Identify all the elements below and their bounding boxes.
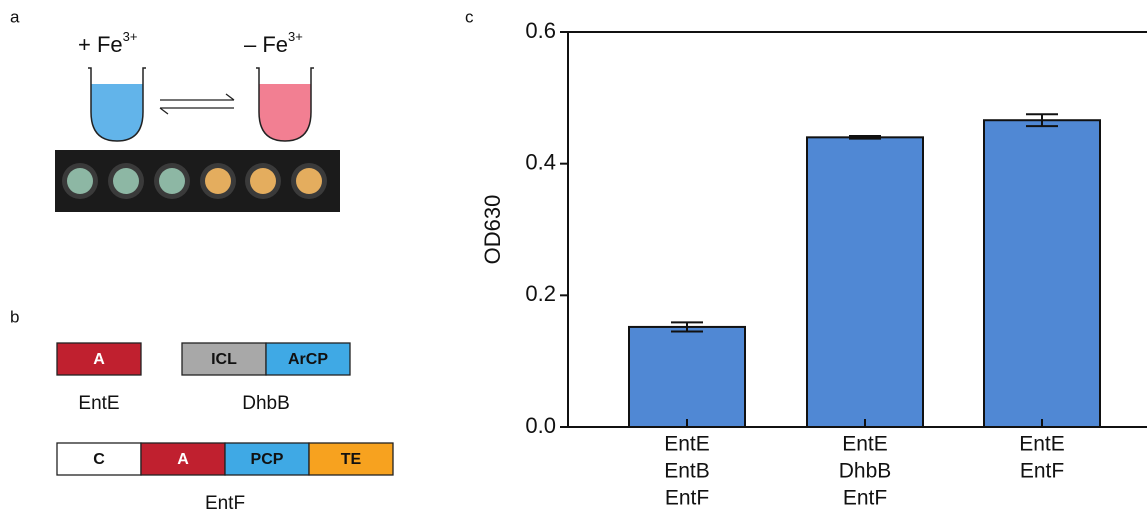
x-tick-label: EntE bbox=[664, 433, 710, 456]
panel-label: b bbox=[10, 307, 19, 326]
condition-label: – Fe3+ bbox=[244, 29, 303, 56]
x-tick-label: EntF bbox=[665, 487, 709, 510]
bar bbox=[629, 327, 745, 427]
condition-text: – Fe bbox=[244, 32, 288, 57]
y-axis-label: OD630 bbox=[480, 195, 505, 265]
x-tick-label: EntE bbox=[1019, 433, 1065, 456]
enzyme-name: EntE bbox=[78, 393, 119, 414]
y-tick-label: 0.0 bbox=[525, 413, 556, 438]
equilibrium-arrows bbox=[160, 94, 234, 114]
domain-diagram: A EntE ICL ArCP DhbB C A PCP TE EntF bbox=[57, 343, 393, 514]
tube bbox=[256, 68, 314, 141]
domain-label: ICL bbox=[211, 351, 237, 368]
x-tick-label: DhbB bbox=[839, 460, 892, 483]
x-tick-label: EntF bbox=[1020, 460, 1064, 483]
domain-label: ArCP bbox=[288, 351, 328, 368]
bar bbox=[984, 120, 1100, 427]
y-tick-label: 0.6 bbox=[525, 18, 556, 43]
bar-chart: 0.0 0.2 0.4 0.6 OD630 EntE EntB EntF EntE DhbB Ent… bbox=[480, 18, 1147, 510]
x-tick-label: EntB bbox=[664, 460, 710, 483]
superscript: 3+ bbox=[123, 29, 138, 44]
enzyme-name: EntF bbox=[205, 493, 245, 514]
condition-label: + Fe3+ bbox=[78, 29, 137, 56]
domain-label: A bbox=[177, 451, 189, 468]
domain-label: A bbox=[93, 351, 105, 368]
domain-label: C bbox=[93, 451, 105, 468]
domain-label: PCP bbox=[251, 451, 284, 468]
well-plate bbox=[55, 150, 340, 212]
x-tick-label: EntF bbox=[843, 487, 887, 510]
panel-label: c bbox=[465, 7, 474, 26]
y-tick-label: 0.4 bbox=[525, 149, 556, 174]
x-tick-label: EntE bbox=[842, 433, 888, 456]
superscript: 3+ bbox=[288, 29, 303, 44]
condition-text: + Fe bbox=[78, 32, 123, 57]
panel-label: a bbox=[10, 7, 20, 26]
y-tick-label: 0.2 bbox=[525, 281, 556, 306]
figure: a + Fe3+ – Fe3+ b AEntEICLArCPDhbBCAPCPT… bbox=[0, 0, 1148, 527]
enzyme-name: DhbB bbox=[242, 393, 290, 414]
tube bbox=[88, 68, 146, 141]
bar bbox=[807, 137, 923, 427]
domain-label: TE bbox=[341, 451, 362, 468]
